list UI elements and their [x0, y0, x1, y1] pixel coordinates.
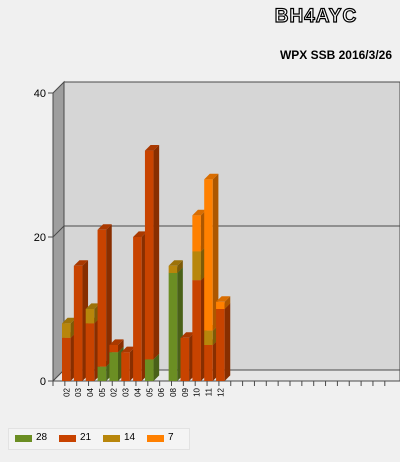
x-tick-label: 12 [216, 387, 225, 396]
x-tick-label: 04 [86, 387, 95, 396]
legend-label: 21 [80, 432, 92, 443]
bar-side-7 [224, 296, 231, 309]
x-tick-label: 11 [205, 387, 214, 396]
bar-21 [192, 280, 201, 381]
x-tick-label: 05 [145, 387, 154, 396]
bar-top-14 [85, 303, 100, 309]
bar-21 [73, 265, 83, 381]
x-tick-label: 05 [98, 387, 107, 396]
x-tick-label: 06 [157, 387, 166, 396]
bar-14 [192, 251, 201, 281]
bar-top-21 [73, 260, 89, 266]
x-tick-label: 08 [169, 387, 178, 396]
bar-21 [62, 337, 71, 381]
bar-21 [85, 323, 95, 381]
chart-subtitle: WPX SSB 2016/3/26 [279, 48, 392, 62]
bar-top-21 [97, 224, 112, 230]
bar-28 [97, 366, 107, 381]
bar-21 [109, 345, 118, 353]
bar-21 [144, 150, 154, 360]
x-axis-labels: 02 03 04 05 02 03 04 05 06 08 09 10 11 12 [62, 387, 225, 396]
bar-top-21 [144, 145, 160, 151]
gridline-side [52, 225, 65, 238]
bar-7 [216, 301, 225, 309]
x-tick-label: 02 [62, 387, 71, 396]
y-tick-label: 20 [34, 232, 46, 244]
bar-side-21 [224, 303, 231, 381]
bar-14 [85, 309, 95, 324]
bar-top-21 [180, 332, 195, 338]
plot-area [51, 80, 400, 386]
bar-28 [168, 273, 178, 381]
bar-21 [121, 352, 130, 381]
legend-label: 14 [124, 432, 136, 443]
bar-side-21 [106, 224, 112, 367]
bar-side-21 [118, 339, 124, 353]
legend: 28 21 14 7 [8, 428, 190, 450]
bar-21 [133, 237, 142, 381]
legend-label: 7 [168, 432, 174, 443]
x-tick-label: 10 [193, 387, 202, 396]
bar-14 [168, 265, 178, 273]
bar-28 [144, 359, 154, 381]
legend-swatch [15, 435, 32, 442]
bar-14 [62, 323, 71, 338]
bar-side-21 [153, 145, 160, 360]
legend-label: 28 [36, 432, 48, 443]
bar-side-14 [177, 260, 183, 273]
bar-top-7 [204, 173, 219, 180]
x-tick-label: 03 [122, 387, 131, 396]
legend-swatch [147, 435, 164, 442]
x-tick-label: 03 [74, 387, 83, 396]
bar-14 [204, 330, 213, 345]
bar-top-21 [121, 346, 136, 353]
x-tick-label: 02 [110, 387, 119, 396]
y-axis-labels: 0 20 40 [34, 88, 53, 388]
y-tick-label: 0 [40, 376, 46, 388]
bar-top-21 [133, 231, 148, 237]
x-tick-label: 09 [181, 387, 190, 396]
bar-7 [192, 215, 201, 252]
bar-21 [97, 229, 107, 367]
x-tick-label: 04 [133, 387, 142, 396]
legend-swatch [59, 435, 76, 442]
bar-top-7 [216, 296, 231, 302]
bar-21 [204, 345, 213, 381]
bar-side-28 [153, 353, 160, 381]
bar-21 [216, 309, 225, 381]
bar-21 [180, 337, 190, 381]
bar-top-7 [192, 209, 207, 216]
chart-title: BH4AYC [274, 5, 358, 27]
legend-swatch [103, 435, 120, 442]
bar-top-14 [62, 317, 77, 324]
bar-28 [109, 352, 118, 381]
bar-top-14 [168, 260, 183, 266]
y-tick-label: 40 [34, 88, 46, 100]
bar-top-21 [109, 339, 124, 345]
bar-7 [204, 179, 213, 331]
bars-group [62, 145, 231, 381]
bar-side-7 [212, 173, 219, 331]
